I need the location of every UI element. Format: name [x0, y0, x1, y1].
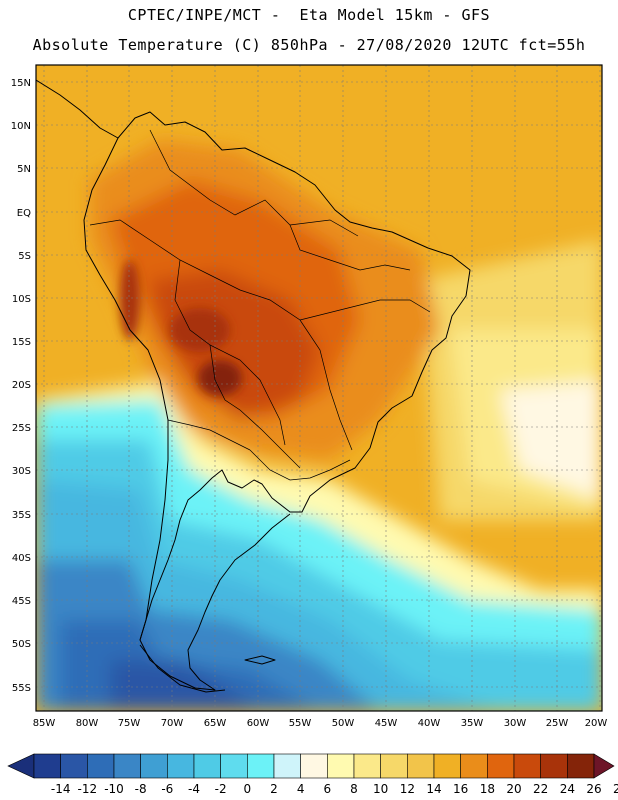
colorbar-label: -6: [161, 782, 173, 796]
colorbar-swatch: [60, 753, 88, 779]
colorbar-label: 12: [400, 782, 415, 796]
lon-label: 35W: [461, 718, 484, 729]
lat-label: 10S: [12, 294, 31, 305]
lat-label: 15S: [12, 337, 31, 348]
colorbar-swatch: [513, 753, 541, 779]
lat-label: EQ: [17, 208, 31, 219]
lon-label: 25W: [546, 718, 569, 729]
lon-label: 40W: [418, 718, 441, 729]
colorbar-label: 16: [453, 782, 468, 796]
country-borders: [89, 129, 431, 481]
colorbar-swatch: [300, 753, 328, 779]
lon-label: 60W: [247, 718, 270, 729]
colorbar-label: 26: [586, 782, 601, 796]
colorbar-swatch: [33, 753, 61, 779]
lat-label: 15N: [11, 78, 31, 89]
lon-label: 65W: [204, 718, 227, 729]
lat-label: 5N: [17, 164, 31, 175]
lon-label: 55W: [289, 718, 312, 729]
lon-label: 70W: [161, 718, 184, 729]
lon-label: 75W: [118, 718, 141, 729]
colorbar-swatch: [220, 753, 248, 779]
lat-label: 5S: [18, 251, 31, 262]
colorbar-swatch: [380, 753, 408, 779]
chart-title-line2: Absolute Temperature (C) 850hPa - 27/08/…: [32, 36, 586, 54]
colorbar-swatch: [407, 753, 435, 779]
colorbar-swatch: [167, 753, 195, 779]
longitude-axis: 85W 80W 75W 70W 65W 60W 55W 50W 45W 40W …: [33, 718, 608, 729]
lon-label: 30W: [504, 718, 527, 729]
colorbar-swatch: [433, 753, 461, 779]
colorbar-swatch: [140, 753, 168, 779]
colorbar-swatch: [247, 753, 275, 779]
lat-label: 10N: [11, 121, 31, 132]
colorbar-swatch: [540, 753, 568, 779]
chart-title-line1: CPTEC/INPE/MCT - Eta Model 15km - GFS: [127, 6, 491, 24]
colorbar-swatch: [87, 753, 115, 779]
colorbar-label: -12: [78, 782, 98, 796]
colorbar-label: 28: [613, 782, 618, 796]
colorbar-swatch: [567, 753, 595, 779]
colorbar-label: 0: [244, 782, 252, 796]
colorbar-swatch: [353, 753, 381, 779]
colorbar-label: 14: [426, 782, 441, 796]
lat-label: 20S: [12, 380, 31, 391]
colorbar-label: -4: [188, 782, 200, 796]
lon-label: 45W: [375, 718, 398, 729]
colorbar-swatch: [460, 753, 488, 779]
colorbar-low-arrow: [7, 753, 35, 779]
lat-label: 45S: [12, 596, 31, 607]
colorbar-swatch: [113, 753, 141, 779]
colorbar-label: -10: [104, 782, 124, 796]
colorbar-label: 6: [324, 782, 332, 796]
lat-label: 50S: [12, 639, 31, 650]
colorbar-label: 24: [560, 782, 575, 796]
lon-label: 80W: [76, 718, 99, 729]
lat-label: 25S: [12, 423, 31, 434]
graticule: [36, 65, 602, 711]
lat-label: 30S: [12, 466, 31, 477]
plot-frame: [35, 64, 603, 712]
colorbar-label: 2: [270, 782, 278, 796]
colorbar-label: 20: [506, 782, 521, 796]
temperature-field: [36, 65, 602, 711]
latitude-axis: 15N 10N 5N EQ 5S 10S 15S 20S 25S 30S 35S…: [11, 78, 31, 694]
colorbar-label: 4: [297, 782, 305, 796]
lon-label: 50W: [332, 718, 355, 729]
lat-label: 40S: [12, 553, 31, 564]
colorbar-label: 18: [480, 782, 495, 796]
lat-label: 35S: [12, 510, 31, 521]
lon-label: 85W: [33, 718, 56, 729]
colorbar-swatch: [273, 753, 301, 779]
lat-label: 55S: [12, 683, 31, 694]
colorbar-label: 22: [533, 782, 548, 796]
colorbar-swatch: [327, 753, 355, 779]
lon-label: 20W: [585, 718, 608, 729]
colorbar: -14 -12 -10 -8 -6 -4 -2 0 2 4 6 8 10 12 14 16 18 20 22 24 26…: [7, 753, 618, 796]
colorbar-label: -14: [51, 782, 71, 796]
colorbar-label: 10: [373, 782, 388, 796]
colorbar-high-arrow: [593, 753, 615, 779]
coastlines: [36, 79, 471, 693]
colorbar-swatch: [193, 753, 221, 779]
colorbar-label: 8: [350, 782, 358, 796]
colorbar-swatch: [487, 753, 515, 779]
colorbar-label: -8: [135, 782, 147, 796]
colorbar-label: -2: [215, 782, 227, 796]
